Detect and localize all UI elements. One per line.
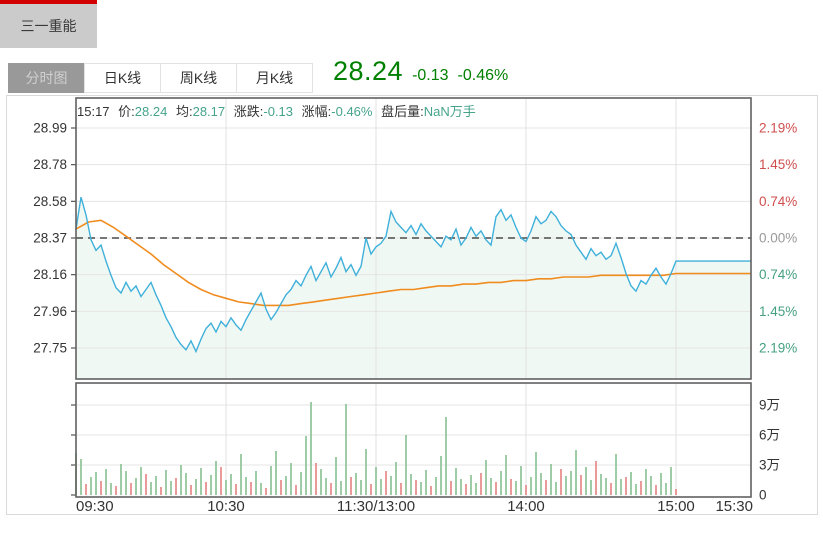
tab-intraday[interactable]: 分时图 [8,63,85,93]
tab-monthly-k[interactable]: 月K线 [236,63,313,93]
price-summary: 28.24 -0.13 -0.46% [333,56,508,87]
svg-text:28.58: 28.58 [33,194,67,209]
svg-text:6万: 6万 [759,428,780,443]
price-value: 28.24 [134,104,168,119]
svg-text:2.19%: 2.19% [759,341,797,356]
svg-text:09:30: 09:30 [76,498,114,514]
intraday-chart[interactable]: 28.99 2.19% 28.78 1.45% 28.58 0.74% 28.37 0.00%… [7,96,817,514]
svg-text:28.99: 28.99 [33,121,67,136]
avg-value: 28.17 [192,104,226,119]
svg-text:28.16: 28.16 [33,267,67,282]
active-tab-indicator [0,0,97,4]
price-change-percent: -0.46% [457,67,509,84]
svg-text:15:00: 15:00 [657,498,695,514]
svg-text:1.45%: 1.45% [759,157,797,172]
svg-text:14:00: 14:00 [507,498,545,514]
svg-text:9万: 9万 [759,398,780,413]
stock-name-tab[interactable]: 三一重能 [0,0,97,48]
svg-text:27.96: 27.96 [33,304,67,319]
change-label: 涨跌: [233,104,264,119]
price-label: 价: [118,104,135,119]
tab-daily-k[interactable]: 日K线 [84,63,161,93]
after-volume-value: NaN万手 [423,104,476,119]
svg-text:1.45%: 1.45% [759,304,797,319]
change-value: -0.13 [263,104,294,119]
svg-text:3万: 3万 [759,458,780,473]
svg-text:0: 0 [759,488,767,503]
svg-text:2.19%: 2.19% [759,121,797,136]
last-price: 28.24 [333,56,404,86]
svg-text:10:30: 10:30 [207,498,245,514]
after-volume-label: 盘后量: [381,104,424,119]
tab-weekly-k[interactable]: 周K线 [160,63,237,93]
pct-value: -0.46% [331,104,373,119]
price-change: -0.13 [412,67,449,84]
svg-text:15:30: 15:30 [715,498,753,514]
svg-text:0.74%: 0.74% [759,267,797,282]
svg-text:11:30/13:00: 11:30/13:00 [337,498,415,514]
svg-text:0.74%: 0.74% [759,194,797,209]
quote-info-line: 15:17 价:28.24 均:28.17 涨跌:-0.13 涨幅:-0.46%… [77,101,481,120]
svg-text:28.37: 28.37 [33,231,67,246]
chart-panel: 28.99 2.19% 28.78 1.45% 28.58 0.74% 28.37 0.00%… [6,95,818,515]
pct-label: 涨幅: [301,104,332,119]
svg-text:0.00%: 0.00% [759,231,797,246]
svg-text:28.78: 28.78 [33,157,67,172]
svg-text:27.75: 27.75 [33,341,67,356]
stock-name-label: 三一重能 [20,18,77,34]
quote-time: 15:17 [77,104,110,119]
avg-label: 均: [175,104,193,119]
period-tab-bar: 分时图 日K线 周K线 月K线 [8,63,313,93]
